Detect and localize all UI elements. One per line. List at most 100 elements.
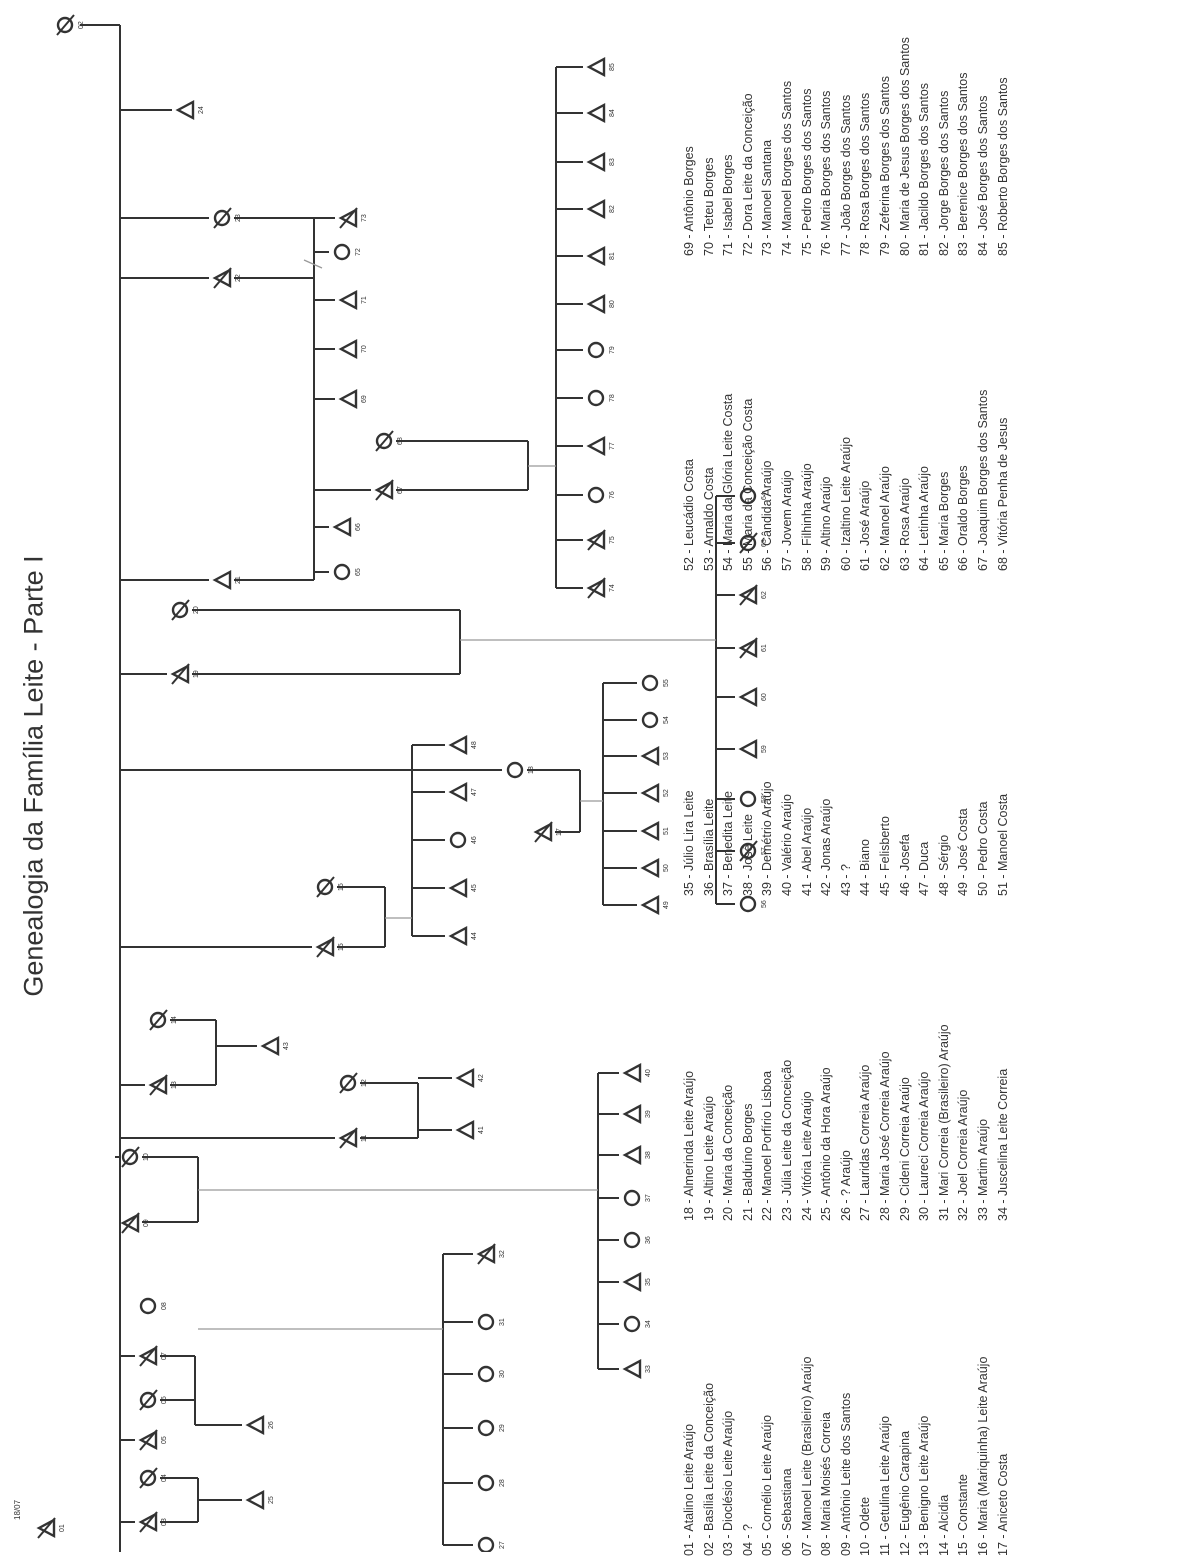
deceased-mark [316, 936, 335, 958]
node-label: 35 [645, 1278, 652, 1286]
node-label: 64 [761, 492, 768, 500]
sibling-link-line [303, 259, 323, 269]
legend-item: 51 - Manoel Costa [995, 793, 1010, 896]
person-node-17: 17 [533, 821, 563, 843]
male-symbol [586, 57, 606, 77]
legend-item: 71 - Isabel Borges [721, 154, 736, 256]
female-symbol [333, 563, 351, 581]
female-symbol [477, 1474, 495, 1492]
legend-item: 03 - Dioclésio Leite Araújo [721, 1410, 736, 1556]
person-node-15: 15 [315, 936, 345, 958]
person-node-36: 36 [623, 1231, 652, 1249]
legend-item: 47 - Duca [917, 841, 932, 896]
person-node-19: 19 [170, 663, 200, 685]
legend-item: 54 - Maria da Glória Leite Costa [721, 393, 736, 571]
node-label: 26 [268, 1421, 275, 1429]
male-symbol [338, 339, 358, 359]
legend-item: 83 - Berenice Borges dos Santos [956, 72, 971, 256]
male-symbol [640, 821, 660, 841]
legend: 01 - Atalino Leite Araújo 02 - Basília Le… [680, 0, 1020, 1556]
person-node-12: 12 [339, 1072, 368, 1094]
male-symbol [586, 294, 606, 314]
person-node-57: 57 [739, 840, 768, 862]
node-label: 82 [609, 205, 616, 213]
male-symbol [622, 1104, 642, 1124]
female-symbol [587, 486, 605, 504]
node-label: 59 [761, 745, 768, 753]
male-symbol [640, 783, 660, 803]
person-node-66: 66 [332, 517, 362, 537]
legend-column: 52 - Leucádio Costa 53 - Arnaldo Costa 54 … [680, 390, 1020, 571]
person-node-39: 39 [622, 1104, 652, 1124]
person-node-44: 44 [448, 926, 478, 946]
node-label: 31 [499, 1318, 506, 1326]
male-symbol [260, 1036, 280, 1056]
person-node-64: 64 [739, 487, 768, 505]
person-node-11: 11 [338, 1127, 368, 1149]
node-label: 68 [397, 437, 404, 445]
person-node-27: 27 [477, 1536, 506, 1552]
person-node-22: 22 [212, 267, 242, 289]
legend-item: 36 - Brasília Leite [701, 798, 716, 896]
legend-item: 05 - Cornélio Leite Araújo [760, 1414, 775, 1556]
deceased-mark [139, 1429, 158, 1451]
node-label: 83 [609, 158, 616, 166]
legend-column: 01 - Atalino Leite Araújo 02 - Basília Le… [680, 1357, 1020, 1556]
legend-item: 43 - ? [838, 864, 853, 896]
legend-item: 16 - Maria (Mariquinha) Leite Araújo [975, 1356, 990, 1556]
person-node-59: 59 [738, 739, 768, 759]
node-label: 16 [338, 883, 345, 891]
legend-item: 67 - Joaquim Borges dos Santos [975, 389, 990, 571]
person-node-28: 28 [477, 1474, 506, 1492]
person-node-78: 78 [587, 389, 616, 407]
legend-item: 14 - Alcidia [936, 1494, 951, 1556]
node-label: 33 [645, 1365, 652, 1373]
person-node-01: 01 [36, 1517, 66, 1539]
deceased-mark [587, 529, 606, 551]
male-symbol [332, 517, 352, 537]
person-node-60: 60 [738, 687, 768, 707]
male-symbol [586, 152, 606, 172]
legend-item: 23 - Júlia Leite da Conceição [779, 1059, 794, 1221]
legend-item: 27 - Lauridas Correia Araújo [858, 1064, 873, 1221]
male-symbol [245, 1415, 265, 1435]
legend-item: 57 - Jovem Araújo [779, 470, 794, 571]
legend-item: 06 - Sebastiana [779, 1468, 794, 1556]
legend-item: 32 - Joel Correia Araújo [956, 1089, 971, 1221]
legend-item: 01 - Atalino Leite Araújo [682, 1423, 696, 1556]
node-label: 27 [499, 1541, 506, 1549]
deceased-mark [316, 876, 335, 898]
node-label: 13 [171, 1081, 178, 1089]
legend-item: 40 - Valério Araújo [779, 794, 794, 896]
legend-item: 60 - Izaltino Leite Araújo [838, 436, 853, 571]
node-label: 75 [609, 536, 616, 544]
person-node-61: 61 [738, 637, 768, 659]
node-label: 25 [268, 1496, 275, 1504]
legend-item: 53 - Arnaldo Costa [701, 467, 716, 571]
person-node-85: 85 [586, 57, 616, 77]
legend-item: 04 - ? [740, 1524, 755, 1556]
deceased-mark [739, 584, 758, 606]
deceased-mark [587, 577, 606, 599]
node-label: 15 [338, 943, 345, 951]
node-label: 77 [609, 442, 616, 450]
male-symbol [738, 739, 758, 759]
deceased-mark [139, 1511, 158, 1533]
node-label: 66 [355, 523, 362, 531]
person-node-14: 14 [149, 1009, 178, 1031]
deceased-mark [149, 1009, 168, 1031]
male-symbol [622, 1272, 642, 1292]
deceased-mark [149, 1074, 168, 1096]
node-label: 03 [161, 1518, 168, 1526]
legend-item: 70 - Teteu Borges [701, 157, 716, 256]
deceased-mark [121, 1212, 140, 1234]
deceased-mark [139, 1389, 158, 1411]
legend-item: 65 - Maria Borges [936, 471, 951, 571]
legend-item: 11 - Getulina Leite Araújo [877, 1415, 892, 1556]
legend-item: 61 - José Araújo [858, 480, 873, 571]
person-node-63: 63 [739, 532, 768, 554]
male-symbol [640, 895, 660, 915]
person-node-38: 38 [622, 1145, 652, 1165]
person-node-13: 13 [148, 1074, 178, 1096]
legend-item: 63 - Rosa Araújo [897, 477, 912, 571]
